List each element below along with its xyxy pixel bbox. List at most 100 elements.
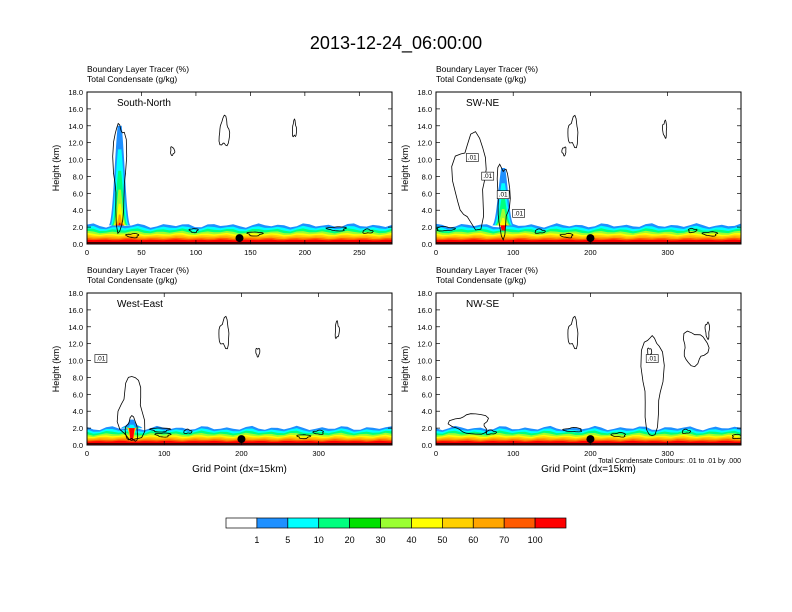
plot-frame [435,91,742,245]
plot-frame [435,292,742,446]
y-tick-label: 10.0 [68,156,83,165]
condensate-contour [170,146,176,157]
condensate-contour [188,228,199,234]
y-tick-label: 14.0 [68,122,83,131]
condensate-contour [246,231,265,237]
condensate-contour [183,428,193,434]
x-tick-label: 50 [137,248,145,257]
colorbar-legend: 1 5 10 20 30 40 50 60 70 100 [225,517,567,545]
condensate-contour [534,228,546,234]
tracer-plume [128,427,136,441]
colorbar-swatch [503,517,536,529]
x-axis-label: Grid Point (dx=15km) [541,464,636,475]
y-tick-label: 6.0 [422,189,432,198]
y-tick-label: 0.0 [422,441,432,450]
colorbar-label: 20 [345,535,355,545]
contour-label-box [465,153,479,162]
condensate-contour [312,429,324,435]
colorbar-swatch [411,517,443,529]
condensate-contour [701,231,719,237]
y-tick-label: 18.0 [68,289,83,298]
y-tick-label: 0.0 [422,240,432,249]
variable-label: Total Condensate (g/kg) [436,275,526,285]
colorbar-swatch [534,517,567,529]
y-tick-label: 12.0 [68,139,83,148]
colorbar-swatch [287,517,320,529]
y-tick-label: 16.0 [68,306,83,315]
condensate-contour [567,114,579,149]
x-tick-label: 300 [661,248,674,257]
variable-label: Boundary Layer Tracer (%) [436,265,538,275]
colorbar-label: 60 [468,535,478,545]
y-tick-label: 12.0 [417,340,432,349]
y-tick-label: 14.0 [417,122,432,131]
contour-note: Total Condensate Contours: .01 to .01 by… [598,458,741,465]
colorbar-label: 10 [314,535,324,545]
y-tick-label: 8.0 [73,172,83,181]
plot-area: .01 [436,315,741,445]
condensate-contour [436,226,456,232]
y-tick-label: 10.0 [68,357,83,366]
location-marker [237,435,246,444]
variable-label: Total Condensate (g/kg) [87,275,177,285]
y-tick-label: 16.0 [417,105,432,114]
condensate-contour [661,119,668,139]
y-tick-label: 14.0 [68,323,83,332]
contour-label: .01 [648,356,657,363]
contour-label: .01 [468,155,477,162]
contour-label-box [94,354,108,363]
colorbar-label: 40 [406,535,416,545]
condensate-contour [334,319,340,340]
x-tick-label: 200 [584,248,597,257]
location-marker [586,234,595,243]
condensate-contour [362,228,374,234]
y-tick-label: 4.0 [422,407,432,416]
y-axis-label: Height (km) [400,145,410,192]
colorbar-label: 50 [437,535,447,545]
condensate-contour [112,122,128,235]
x-tick-label: 300 [661,449,674,458]
y-tick-label: 0.0 [73,441,83,450]
plot-frame [86,91,393,245]
colorbar-label: 1 [254,535,259,545]
contour-label-box [645,354,659,363]
condensate-contour [296,434,312,440]
condensate-contour [704,321,711,341]
condensate-contour [561,146,567,157]
x-tick-label: 100 [507,248,520,257]
plot-area: .01 [87,315,392,445]
y-tick-label: 8.0 [422,373,432,382]
x-tick-label: 0 [434,248,438,257]
y-tick-label: 6.0 [73,189,83,198]
condensate-contour [682,330,710,368]
y-tick-label: 16.0 [68,105,83,114]
condensate-contour [640,335,665,437]
location-marker [235,234,244,243]
y-tick-label: 12.0 [68,340,83,349]
condensate-contour [682,428,692,435]
variable-label: Boundary Layer Tracer (%) [436,64,538,74]
y-tick-label: 2.0 [73,223,83,232]
tracer-plume [496,209,510,226]
y-tick-label: 8.0 [422,172,432,181]
x-tick-label: 200 [584,449,597,458]
panel-south-north: Boundary Layer Tracer (%)Total Condensat… [51,64,393,257]
condensate-contour [154,432,172,438]
condensate-contour [148,427,172,433]
contour-label: .01 [499,192,508,199]
condensate-contour [561,426,582,433]
panel-west-east: Boundary Layer Tracer (%)Total Condensat… [51,265,393,475]
x-tick-label: 100 [507,449,520,458]
condensate-contour [218,114,231,147]
variable-label: Boundary Layer Tracer (%) [87,64,189,74]
colorbar-swatch [380,517,412,529]
x-tick-label: 200 [299,248,312,257]
x-tick-label: 300 [312,449,325,458]
y-tick-label: 16.0 [417,306,432,315]
y-tick-label: 6.0 [73,390,83,399]
y-tick-label: 6.0 [422,390,432,399]
y-tick-label: 2.0 [422,424,432,433]
y-tick-label: 4.0 [73,407,83,416]
x-tick-label: 150 [244,248,257,257]
